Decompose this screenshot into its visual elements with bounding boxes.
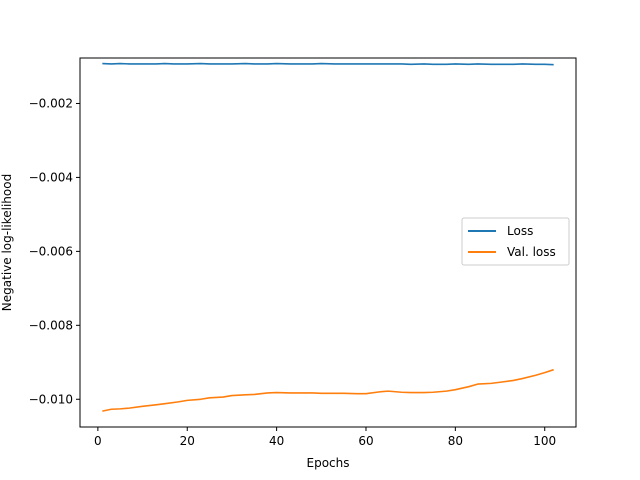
series-line-val-loss (102, 368, 554, 412)
x-axis-label: Epochs (307, 456, 350, 470)
y-axis-label: Negative log-likelihood (0, 174, 14, 311)
legend: Loss Val. loss (461, 217, 570, 266)
x-tick-label: 40 (269, 434, 284, 448)
x-tick-label: 0 (94, 434, 102, 448)
y-axis: −0.002 −0.004 −0.006 −0.008 −0.010 (29, 96, 80, 406)
y-tick-label: −0.006 (29, 244, 73, 258)
x-axis: 0 20 40 60 80 100 (94, 427, 556, 448)
plot-frame (79, 57, 577, 428)
legend-box (461, 217, 570, 266)
y-tick-label: −0.008 (29, 318, 73, 332)
legend-label-loss: Loss (507, 224, 533, 238)
x-tick-label: 100 (533, 434, 556, 448)
y-tick-label: −0.004 (29, 170, 73, 184)
legend-label-val-loss: Val. loss (507, 245, 556, 259)
plot-area (102, 62, 554, 412)
series-line-loss (102, 62, 554, 66)
y-tick-label: −0.010 (29, 392, 73, 406)
x-tick-label: 80 (448, 434, 463, 448)
x-tick-label: 20 (180, 434, 195, 448)
x-tick-label: 60 (358, 434, 373, 448)
y-tick-label: −0.002 (29, 96, 73, 110)
